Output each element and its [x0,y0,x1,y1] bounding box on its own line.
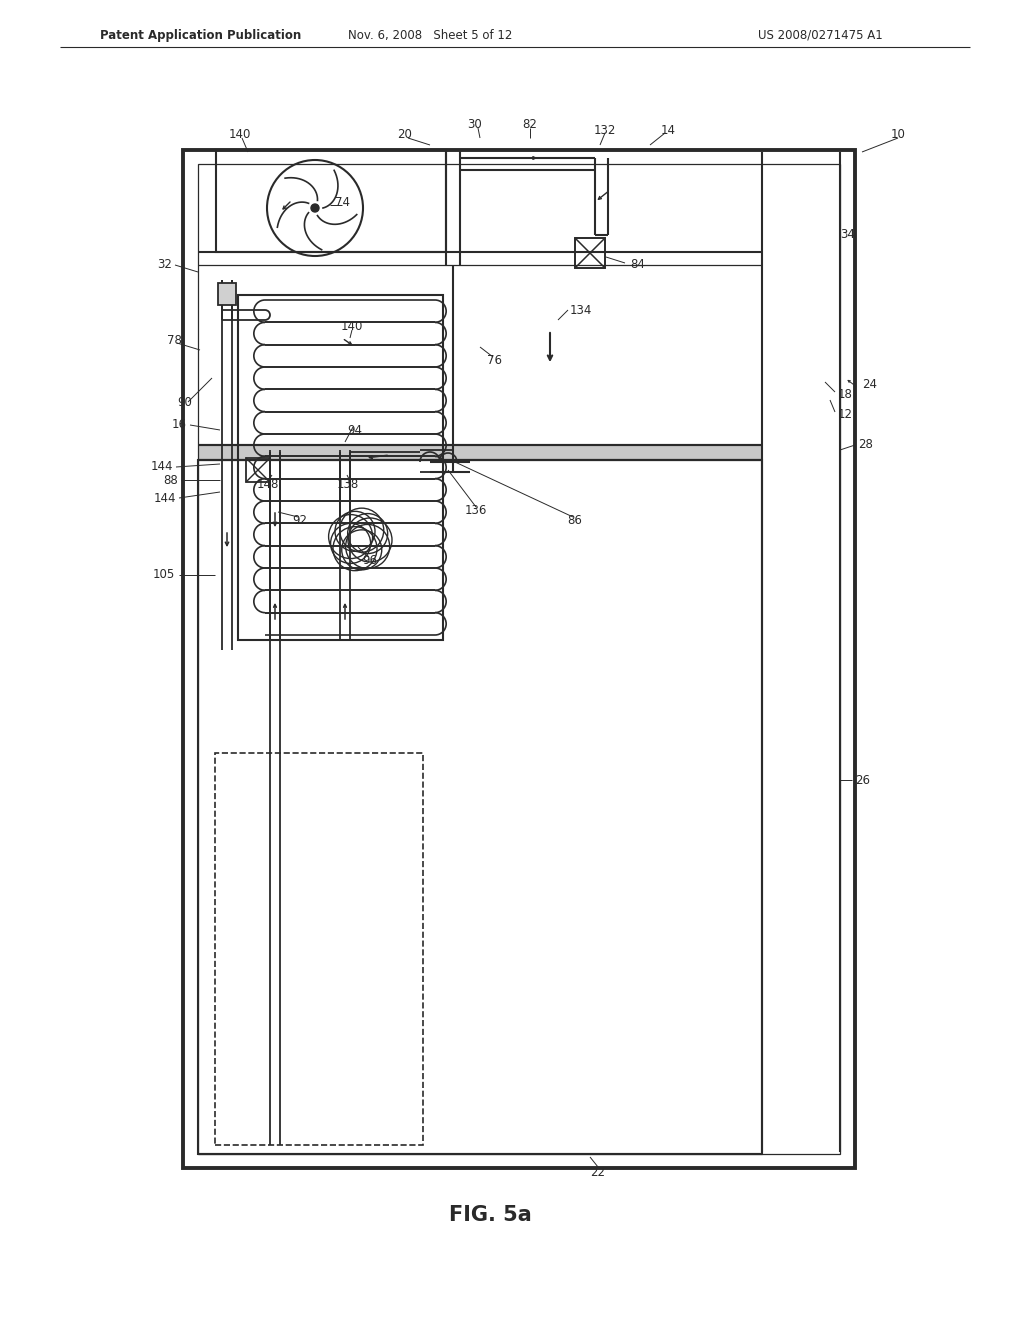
Text: FIG. 5a: FIG. 5a [449,1205,531,1225]
Text: 132: 132 [594,124,616,136]
Text: 22: 22 [591,1166,605,1179]
Text: 138: 138 [337,478,359,491]
Text: 74: 74 [335,195,349,209]
Text: 86: 86 [567,513,583,527]
Text: 94: 94 [347,424,362,437]
Text: 26: 26 [855,774,870,787]
Bar [198,445,762,459]
Bar [218,282,236,305]
Text: 148: 148 [257,478,280,491]
Text: Nov. 6, 2008   Sheet 5 of 12: Nov. 6, 2008 Sheet 5 of 12 [348,29,512,41]
Text: 92: 92 [293,513,307,527]
Bar [198,164,840,1154]
Text: 18: 18 [838,388,853,401]
Text: 16: 16 [172,418,187,432]
Text: 134: 134 [570,304,592,317]
Text: 78: 78 [167,334,181,346]
Text: Patent Application Publication: Patent Application Publication [100,29,301,41]
Bar [198,459,762,1154]
Text: 105: 105 [153,569,175,582]
Bar [216,150,446,252]
Text: 96: 96 [362,553,378,566]
Text: 140: 140 [228,128,251,141]
Text: 14: 14 [660,124,676,136]
Bar [215,752,423,1144]
Text: 136: 136 [465,503,487,516]
Bar [246,458,270,482]
Text: 32: 32 [157,259,172,272]
Text: 76: 76 [487,354,503,367]
Text: US 2008/0271475 A1: US 2008/0271475 A1 [758,29,883,41]
Bar [575,238,605,268]
Circle shape [311,205,319,213]
Text: 30: 30 [468,119,482,132]
Text: 34: 34 [840,228,855,242]
Text: 82: 82 [522,119,538,132]
Text: 88: 88 [163,474,178,487]
Text: 28: 28 [858,438,872,451]
Text: 144: 144 [151,461,173,474]
Text: 10: 10 [891,128,905,141]
Text: 12: 12 [838,408,853,421]
Bar [238,294,443,640]
Text: 140: 140 [341,321,364,334]
Text: 24: 24 [862,379,877,392]
Text: 20: 20 [397,128,413,141]
Text: 90: 90 [177,396,193,408]
Text: 84: 84 [630,259,645,272]
Bar [183,150,855,1168]
Text: 144: 144 [154,491,176,504]
